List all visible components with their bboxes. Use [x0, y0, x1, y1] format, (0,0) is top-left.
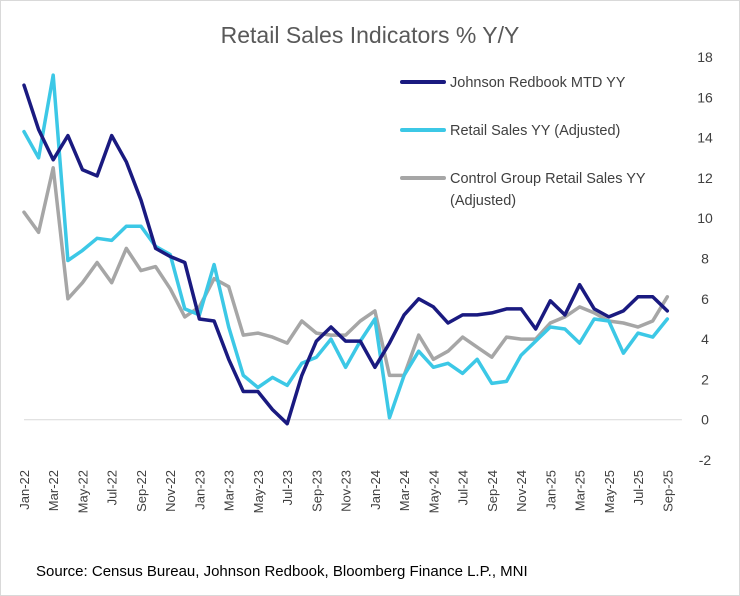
- x-tick-label: Mar-25: [573, 470, 588, 511]
- x-tick-label: Sep-23: [309, 470, 324, 512]
- y-tick-label: 6: [701, 291, 709, 307]
- y-tick-label: 0: [701, 412, 709, 428]
- x-tick-label: Sep-25: [660, 470, 675, 512]
- series-line-2: [22, 73, 670, 420]
- x-tick-label: Jan-24: [368, 470, 383, 510]
- x-tick-label: Jan-22: [17, 470, 32, 510]
- x-tick-label: Mar-24: [397, 470, 412, 511]
- series-group: [22, 73, 670, 426]
- x-tick-label: Mar-23: [222, 470, 237, 511]
- x-tick-label: Jul-25: [631, 470, 646, 505]
- x-tick-label: May-22: [75, 470, 90, 513]
- y-tick-label: 18: [697, 49, 713, 65]
- x-tick-label: Nov-24: [514, 470, 529, 512]
- x-tick-label: Mar-22: [46, 470, 61, 511]
- y-tick-label: -2: [699, 452, 712, 468]
- y-tick-label: 2: [701, 371, 709, 387]
- x-tick-label: Nov-22: [163, 470, 178, 512]
- x-axis: Jan-22 Mar-22 May-22 Jul-22 Sep-22 Nov-22 Jan-…: [17, 470, 675, 513]
- x-tick-label: Sep-24: [485, 470, 500, 512]
- y-tick-label: 16: [697, 89, 713, 105]
- x-tick-label: Jul-24: [456, 470, 471, 505]
- x-tick-label: Nov-23: [339, 470, 354, 512]
- y-tick-label: 14: [697, 130, 713, 146]
- x-tick-label: May-24: [426, 470, 441, 513]
- x-tick-label: Jul-22: [105, 470, 120, 505]
- x-tick-label: Sep-22: [134, 470, 149, 512]
- series-line-3: [22, 166, 670, 378]
- legend: Johnson Redbook MTD YY Retail Sales YY (A…: [400, 75, 646, 209]
- legend-label: Control Group Retail Sales YY (Adjusted): [450, 171, 646, 209]
- x-tick-label: Jan-23: [192, 470, 207, 510]
- y-tick-label: 12: [697, 170, 713, 186]
- y-tick-label: 4: [701, 331, 709, 347]
- x-tick-label: May-25: [602, 470, 617, 513]
- legend-label: Johnson Redbook MTD YY: [450, 75, 626, 91]
- source-note: Source: Census Bureau, Johnson Redbook, …: [36, 563, 528, 580]
- y-tick-label: 8: [701, 251, 709, 267]
- series-line-1: [22, 83, 670, 426]
- y-tick-label: 10: [697, 210, 713, 226]
- x-tick-label: May-23: [251, 470, 266, 513]
- chart-title: Retail Sales Indicators % Y/Y: [221, 22, 520, 48]
- y-axis: -2 0 2 4 6 8 10 12 14 16 18: [697, 49, 713, 468]
- legend-label: Retail Sales YY (Adjusted): [450, 123, 620, 139]
- x-tick-label: Jul-23: [280, 470, 295, 505]
- x-tick-label: Jan-25: [543, 470, 558, 510]
